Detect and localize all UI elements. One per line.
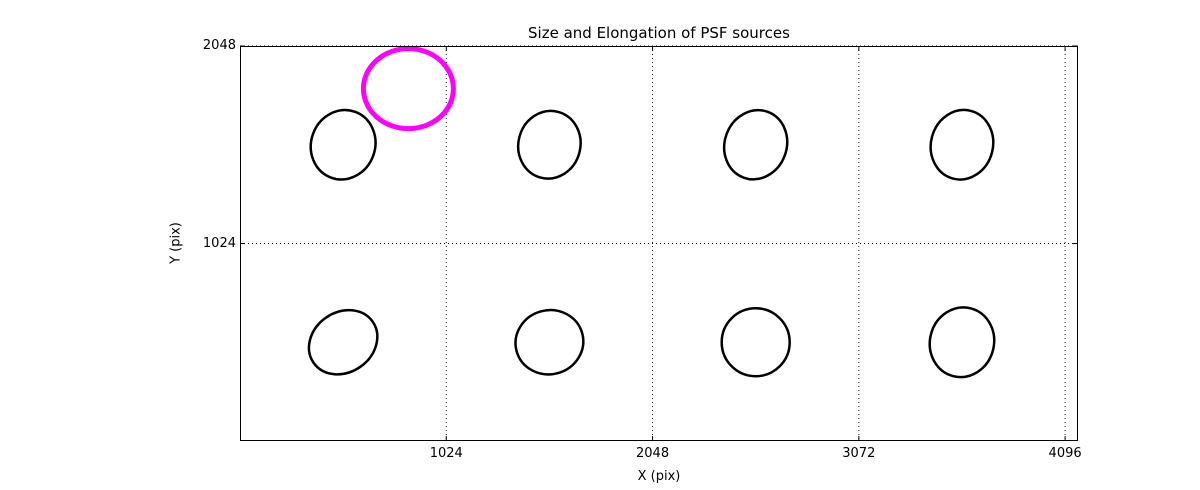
- y-tick-label: 2048: [202, 38, 236, 53]
- y-tick-label: 1024: [202, 235, 236, 251]
- psf-ellipse: [928, 306, 996, 379]
- axes-frame: [240, 46, 1078, 441]
- psf-ellipse: [720, 307, 791, 378]
- y-axis-label: Y (pix): [168, 222, 184, 264]
- psf-ellipse: [722, 108, 789, 181]
- psf-ellipse: [929, 108, 995, 181]
- x-tick-label: 3072: [842, 446, 876, 461]
- chart-title: Size and Elongation of PSF sources: [528, 24, 790, 42]
- psf-ellipse: [309, 108, 377, 181]
- x-tick-label: 1024: [429, 446, 463, 461]
- psf-ellipse: [307, 308, 379, 376]
- x-tick-label: 4096: [1048, 446, 1082, 461]
- x-tick-label: 2048: [636, 446, 670, 461]
- reference-circle: [360, 46, 456, 132]
- x-axis-label: X (pix): [637, 469, 681, 484]
- plot-area: [240, 45, 1078, 441]
- psf-ellipse: [516, 109, 582, 180]
- psf-ellipse: [514, 308, 585, 376]
